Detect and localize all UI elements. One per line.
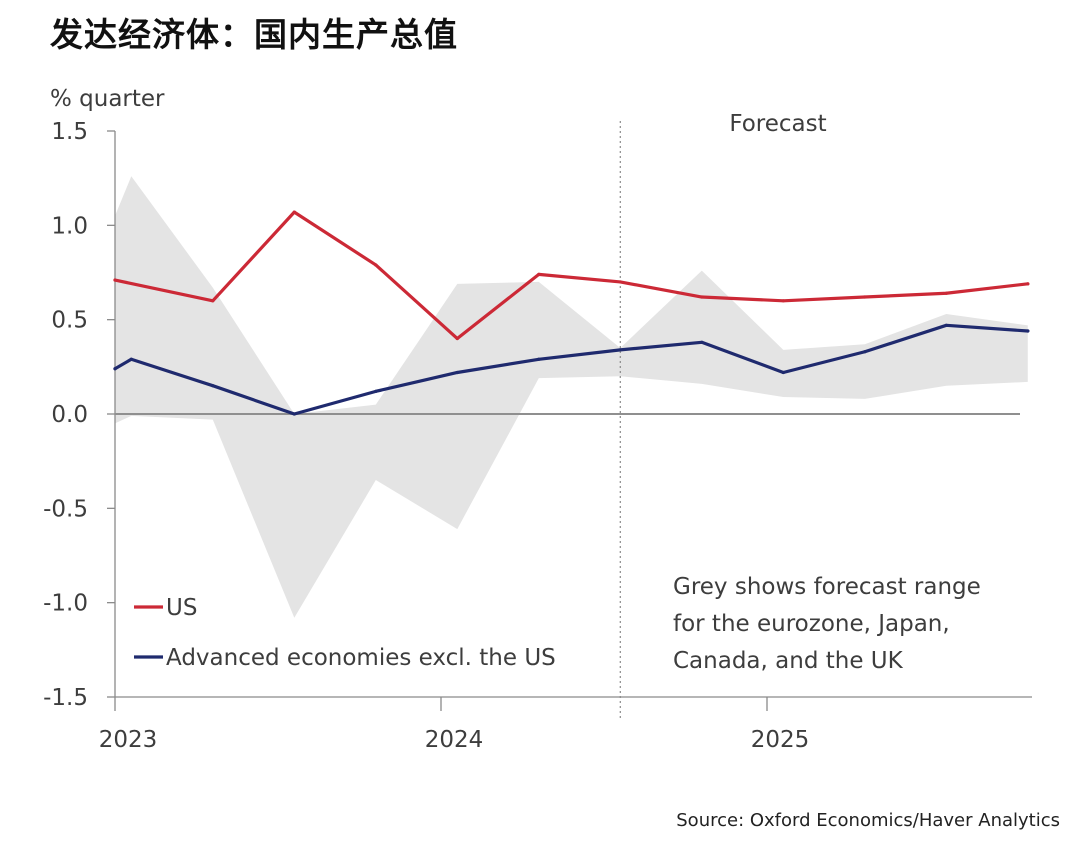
text-layer: 1.5 1.0 0.5 0.0 -0.5 -1.0 -1.5 % quarter 2023 202… (43, 86, 981, 753)
y-tick-label: -0.5 (43, 496, 88, 522)
x-tick-label: 2023 (99, 727, 158, 753)
y-tick-label: 1.5 (51, 119, 88, 145)
legend-advanced-label: Advanced economies excl. the US (166, 645, 556, 671)
x-tick-label: 2024 (425, 727, 484, 753)
legend-us-label: US (166, 595, 197, 621)
us-data-point (537, 272, 541, 276)
advanced-economies-data-point (863, 350, 867, 354)
us-data-point (1026, 282, 1030, 286)
series-layer (113, 210, 1030, 659)
y-axis-label: % quarter (50, 86, 165, 112)
us-data-point (944, 291, 948, 295)
advanced-economies-data-point (129, 357, 133, 361)
us-data-point (700, 295, 704, 299)
advanced-economies-data-point (944, 323, 948, 327)
us-series-line (113, 210, 1030, 341)
advanced-economies-data-point (781, 370, 785, 375)
y-tick-label: -1.5 (43, 685, 88, 711)
advanced-economies-data-point (1026, 329, 1030, 333)
us-data-point (455, 336, 459, 341)
advanced-economies-data-point (455, 370, 459, 375)
advanced-economies-data-point (374, 389, 378, 393)
y-tick-label: 0.0 (51, 402, 88, 428)
advanced-economies-data-point (211, 384, 215, 388)
forecast-range-layer (115, 176, 1028, 618)
advanced-economies-data-point (113, 367, 117, 371)
advanced-economies-data-point (618, 348, 622, 352)
axes-layer (107, 121, 1032, 718)
forecast-label: Forecast (729, 111, 826, 137)
us-data-point (374, 263, 378, 267)
y-tick-label: -1.0 (43, 591, 88, 617)
advanced-economies-data-point (537, 357, 541, 361)
source-note: Source: Oxford Economics/Haver Analytics (676, 810, 1060, 831)
range-annotation: Grey shows forecast range (673, 574, 981, 600)
us-data-point (618, 280, 622, 284)
forecast-range-band (115, 176, 1028, 618)
range-annotation: for the eurozone, Japan, (673, 611, 950, 637)
us-data-point (863, 295, 867, 299)
y-tick-label: 0.5 (51, 308, 88, 334)
x-tick-label: 2025 (751, 727, 810, 753)
us-data-point (113, 278, 117, 282)
range-annotation: Canada, and the UK (673, 648, 904, 674)
advanced-economies-data-point (292, 412, 296, 416)
page-title: 发达经济体：国内生产总值 (50, 15, 458, 54)
advanced-economies-data-point (700, 340, 704, 344)
us-data-point (211, 299, 215, 303)
y-tick-label: 1.0 (51, 213, 88, 239)
us-data-point (781, 299, 785, 303)
us-data-point (292, 210, 296, 214)
